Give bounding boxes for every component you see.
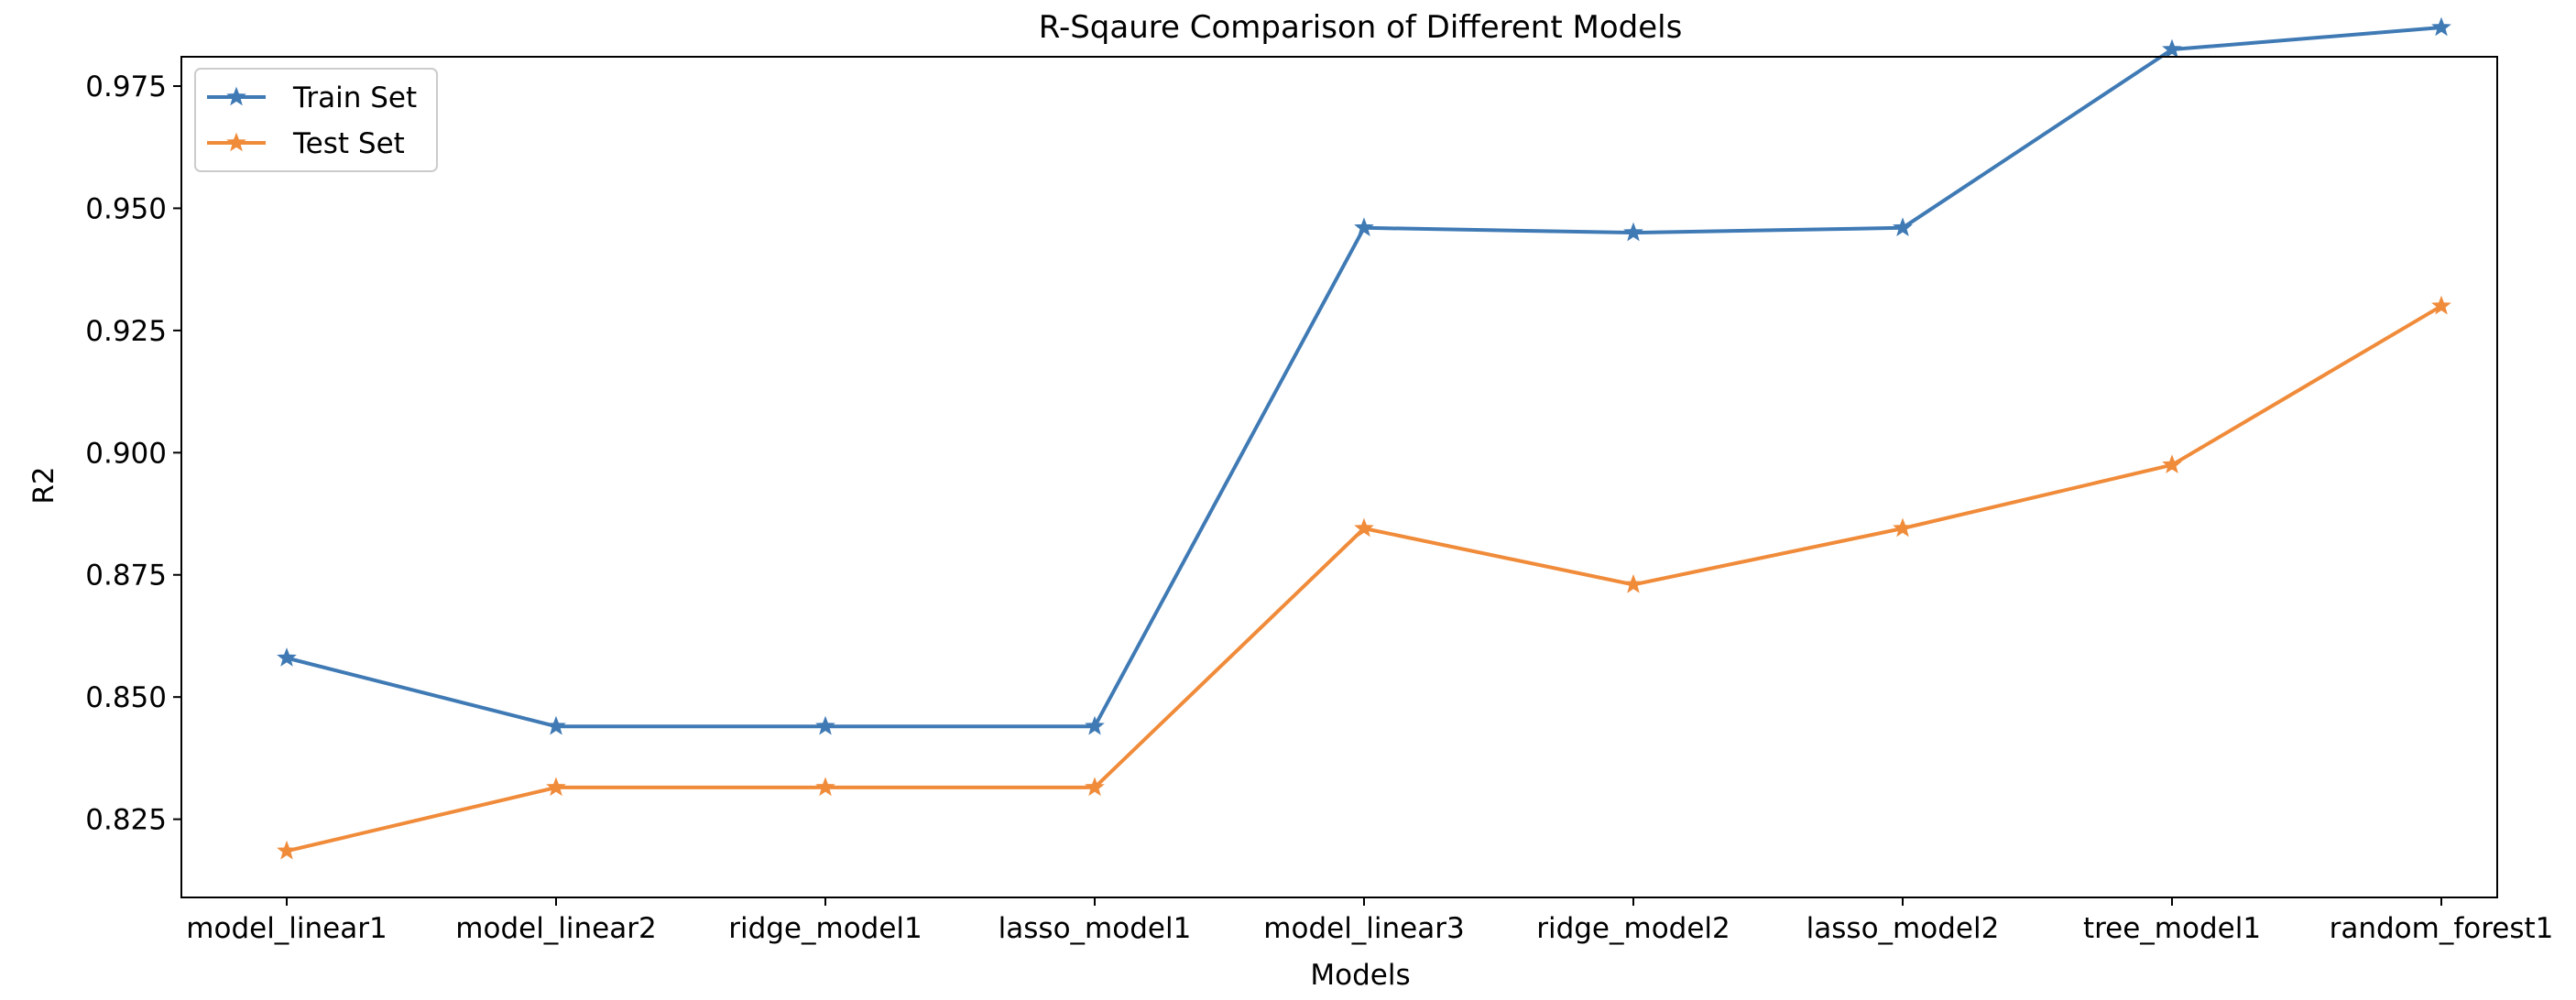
legend-marker [226,86,246,106]
x-tick-label: lasso_model2 [1806,912,2000,945]
x-tick-label: ridge_model2 [1536,912,1730,945]
y-axis: 0.825 0.850 0.875 0.900 0.925 0.950 0.975 [85,71,181,837]
series-1 [277,16,2451,735]
data-point [1623,222,1643,242]
y-tick-label: 0.900 [85,437,167,470]
chart-title: R-Sqaure Comparison of Different Models [1039,9,1683,46]
y-axis-label: R2 [27,466,60,504]
x-tick-label: model_linear3 [1263,912,1464,945]
legend-label: Test Set [292,127,405,160]
plot-frame [180,56,2498,898]
x-tick-label: model_linear2 [455,912,656,945]
data-point [546,715,566,735]
data-point [1354,517,1374,538]
legend: Train Set Test Set [194,68,438,172]
data-point [546,777,566,797]
data-point [1354,217,1374,237]
data-point [2431,16,2451,37]
data-point [1893,217,1913,237]
data-point [1623,573,1643,593]
data-point [1085,715,1105,735]
x-tick-label: random_forest1 [2330,912,2554,945]
y-tick-label: 0.950 [85,192,167,225]
x-axis-label: Models [1310,959,1410,992]
series-2 [277,295,2451,860]
legend-label: Train Set [292,82,417,114]
data-point [2162,38,2182,59]
data-point [1085,777,1105,797]
data-point [815,715,835,735]
legend-entry: Train Set [207,82,417,114]
data-point [815,777,835,797]
legend-marker [226,132,246,152]
legend-entry: Test Set [207,127,405,160]
x-tick-label: ridge_model1 [728,912,922,945]
data-point [1893,517,1913,538]
x-tick-label: tree_model1 [2083,912,2261,945]
y-tick-label: 0.850 [85,681,167,714]
data-point [277,647,297,667]
y-tick-label: 0.825 [85,804,167,837]
y-tick-label: 0.975 [85,71,167,103]
data-point [277,840,297,860]
data-point [2162,454,2182,473]
legend-box [194,68,438,172]
y-tick-label: 0.875 [85,560,167,592]
y-tick-label: 0.925 [85,315,167,348]
x-tick-label: lasso_model1 [999,912,1192,945]
data-point [2431,295,2451,315]
plot-area [277,16,2451,860]
x-tick-label: model_linear1 [186,912,387,945]
x-axis: model_linear1 model_linear2 ridge_model1 la… [186,897,2553,945]
